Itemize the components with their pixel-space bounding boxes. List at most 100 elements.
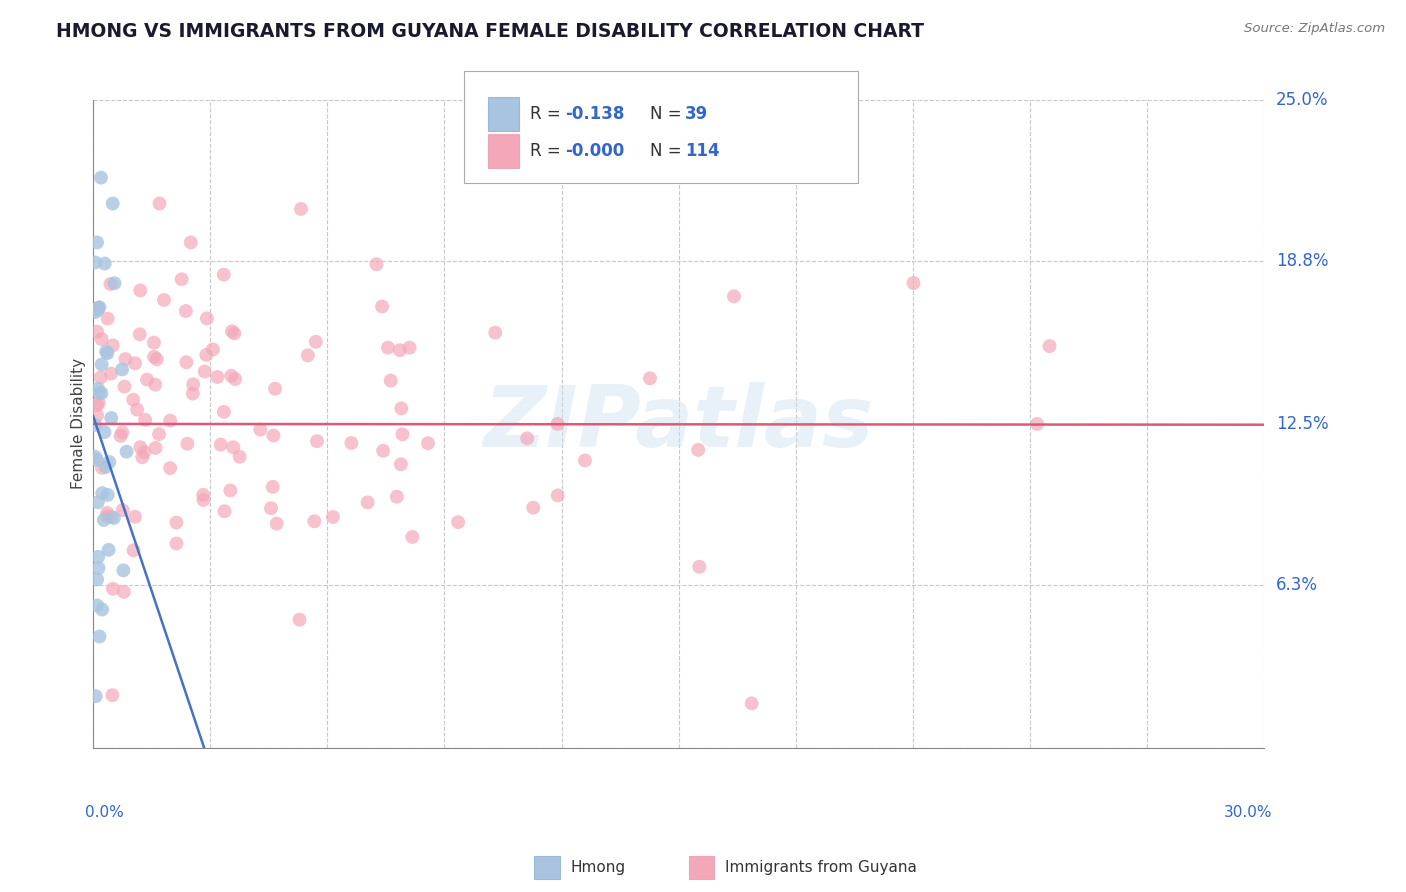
Point bbox=[101, 688, 124, 702]
Point bbox=[100, 277, 122, 291]
Point bbox=[134, 413, 156, 427]
Point bbox=[180, 235, 202, 250]
Point bbox=[93, 256, 115, 270]
Point bbox=[389, 401, 412, 416]
Text: R =: R = bbox=[530, 142, 567, 160]
Text: 6.3%: 6.3% bbox=[1275, 575, 1317, 594]
Point bbox=[377, 341, 399, 355]
Point bbox=[249, 423, 271, 437]
Point bbox=[91, 460, 114, 475]
Point bbox=[84, 689, 107, 703]
Point bbox=[122, 543, 145, 558]
Point bbox=[638, 371, 661, 385]
Point bbox=[87, 495, 110, 509]
Point bbox=[388, 343, 411, 358]
Point bbox=[89, 385, 111, 400]
Point bbox=[129, 284, 152, 298]
Point bbox=[96, 346, 118, 360]
Point bbox=[96, 509, 118, 524]
Text: 39: 39 bbox=[685, 105, 709, 123]
Point bbox=[447, 515, 470, 529]
Point bbox=[131, 450, 153, 465]
Point bbox=[224, 372, 246, 386]
Point bbox=[90, 332, 112, 346]
Point bbox=[100, 510, 122, 524]
Text: -0.138: -0.138 bbox=[565, 105, 624, 123]
Point bbox=[219, 368, 242, 383]
Point bbox=[212, 405, 235, 419]
Point bbox=[143, 377, 166, 392]
Point bbox=[87, 396, 110, 410]
Point bbox=[101, 196, 124, 211]
Point bbox=[148, 196, 170, 211]
Point bbox=[110, 429, 132, 443]
Point bbox=[143, 350, 166, 364]
Point bbox=[87, 549, 110, 564]
Point bbox=[115, 444, 138, 458]
Point bbox=[522, 500, 544, 515]
Point bbox=[305, 334, 328, 349]
Point bbox=[194, 364, 217, 378]
Point bbox=[89, 630, 111, 644]
Point bbox=[97, 311, 120, 326]
Point bbox=[340, 436, 363, 450]
Point bbox=[124, 356, 146, 370]
Point bbox=[90, 358, 112, 372]
Point bbox=[90, 370, 112, 384]
Point bbox=[148, 427, 170, 442]
Point bbox=[112, 563, 135, 577]
Text: N =: N = bbox=[650, 105, 686, 123]
Point bbox=[195, 311, 218, 326]
Point bbox=[723, 289, 745, 303]
Point bbox=[193, 488, 215, 502]
Point bbox=[101, 338, 124, 352]
Point bbox=[1026, 417, 1049, 431]
Point bbox=[91, 486, 114, 500]
Point bbox=[114, 379, 136, 393]
Text: Hmong: Hmong bbox=[571, 861, 626, 875]
Point bbox=[688, 442, 710, 457]
Point bbox=[224, 326, 246, 341]
Point bbox=[136, 373, 159, 387]
Point bbox=[165, 536, 187, 550]
Point bbox=[181, 377, 204, 392]
Point bbox=[181, 386, 204, 401]
Point bbox=[91, 602, 114, 616]
Point bbox=[86, 398, 108, 412]
Point bbox=[145, 441, 167, 455]
Point bbox=[114, 352, 136, 367]
Point bbox=[290, 202, 312, 216]
Text: R =: R = bbox=[530, 105, 567, 123]
Point bbox=[260, 501, 283, 516]
Point bbox=[380, 374, 402, 388]
Point bbox=[90, 170, 112, 185]
Point bbox=[90, 386, 112, 401]
Point bbox=[195, 348, 218, 362]
Point bbox=[516, 431, 538, 445]
Point bbox=[94, 459, 117, 474]
Point bbox=[176, 436, 198, 450]
Point bbox=[266, 516, 288, 531]
Point bbox=[176, 355, 198, 369]
Point bbox=[134, 445, 156, 459]
Point bbox=[111, 425, 134, 440]
Point bbox=[1038, 339, 1060, 353]
Point bbox=[97, 488, 120, 502]
Point bbox=[86, 453, 108, 467]
Text: Immigrants from Guyana: Immigrants from Guyana bbox=[725, 861, 917, 875]
Point bbox=[212, 268, 235, 282]
Text: ZIPatlas: ZIPatlas bbox=[484, 383, 873, 466]
Text: 25.0%: 25.0% bbox=[1275, 91, 1329, 109]
Point bbox=[128, 327, 150, 342]
Text: 18.8%: 18.8% bbox=[1275, 252, 1329, 269]
Point bbox=[547, 488, 569, 502]
Point bbox=[356, 495, 378, 509]
Point bbox=[322, 510, 344, 524]
Point bbox=[174, 304, 197, 318]
Point bbox=[574, 453, 596, 467]
Point bbox=[98, 455, 121, 469]
Point bbox=[416, 436, 439, 450]
Text: 12.5%: 12.5% bbox=[1275, 415, 1329, 433]
Point bbox=[262, 428, 284, 442]
Point bbox=[207, 370, 229, 384]
